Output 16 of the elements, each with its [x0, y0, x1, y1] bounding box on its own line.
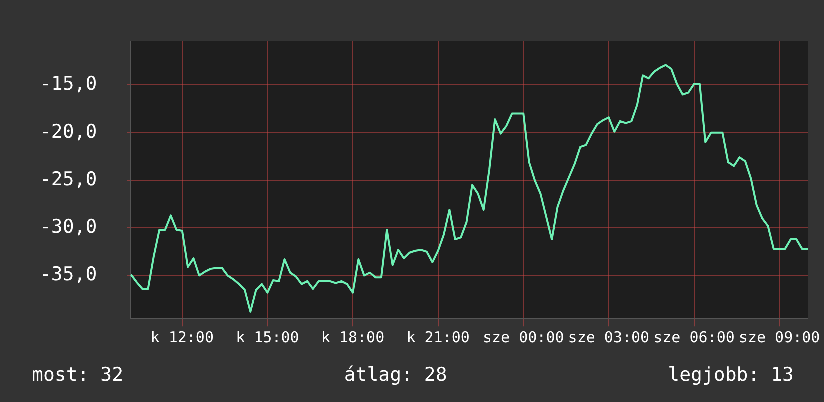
- x-tick-label: k 21:00: [406, 328, 470, 346]
- y-tick-label: -25,0: [40, 168, 98, 190]
- x-tick-label: sze 03:00: [568, 328, 650, 346]
- y-tick-label: -20,0: [40, 120, 98, 143]
- y-tick-label: -30,0: [40, 216, 98, 238]
- x-tick-label: sze 06:00: [654, 328, 735, 346]
- x-tick-label: k 12:00: [150, 328, 214, 346]
- x-tick-label: k 18:00: [321, 328, 385, 346]
- x-tick-label: k 15:00: [236, 328, 300, 346]
- text: most: 32: [32, 364, 124, 386]
- x-tick-label: sze 09:00: [738, 328, 820, 346]
- y-tick-label: -15,0: [40, 73, 98, 96]
- text: legjobb: 13: [668, 364, 794, 386]
- text: átlag: 28: [344, 364, 448, 386]
- x-tick-label: sze 00:00: [482, 328, 564, 346]
- y-tick-label: -35,0: [40, 264, 98, 286]
